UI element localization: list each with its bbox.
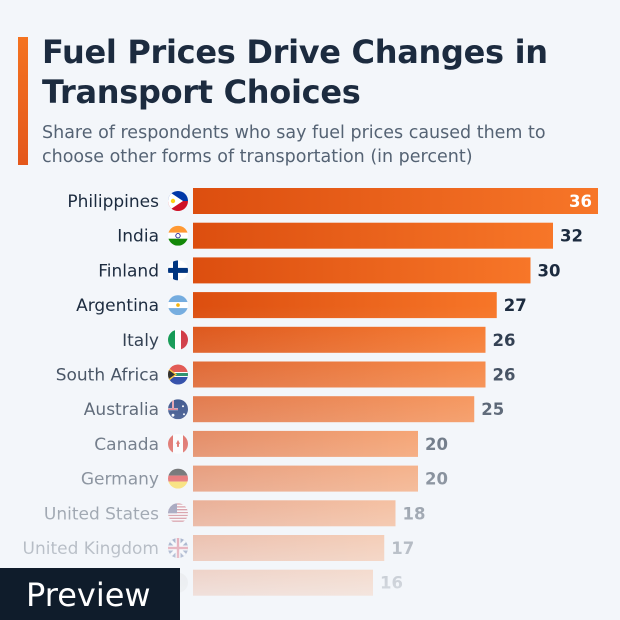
chart-title: Fuel Prices Drive Changes in Transport C… [42, 33, 548, 111]
bar-chart: Philippines36India32Finland30Argentina27… [0, 180, 620, 600]
preview-label: Preview [26, 576, 151, 614]
title-accent-bar [18, 37, 28, 165]
fade-overlay [0, 180, 620, 600]
preview-badge: Preview [0, 568, 180, 620]
chart-subtitle: Share of respondents who say fuel prices… [42, 123, 546, 167]
